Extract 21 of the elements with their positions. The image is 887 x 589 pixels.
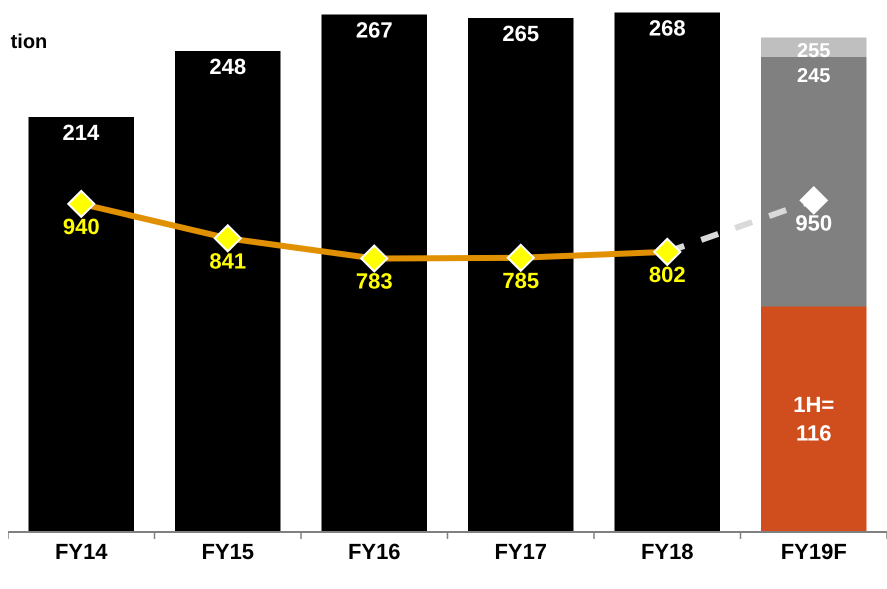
data-label: 802: [648, 262, 686, 287]
data-label: 268: [648, 15, 686, 40]
x-tick-label: FY18: [640, 539, 694, 564]
annotation: 255: [797, 40, 830, 62]
x-tick-label: FY16: [348, 539, 401, 564]
x-tick-label: FY19F: [780, 539, 847, 564]
annotation: 245: [797, 65, 830, 87]
data-label: 785: [502, 268, 540, 293]
data-label: 940: [62, 214, 100, 239]
data-label: 214: [62, 120, 100, 145]
data-label: 950: [795, 210, 832, 236]
x-tick-label: FY14: [54, 539, 108, 564]
data-label: 841: [209, 248, 246, 274]
data-label: 267: [356, 17, 393, 42]
data-label: 248: [209, 54, 246, 80]
data-label: 783: [356, 268, 393, 294]
data-label: 265: [502, 21, 540, 46]
data-label: 1H= 116: [793, 392, 834, 446]
text: tion: [10, 31, 48, 54]
x-tick-label: FY17: [494, 539, 548, 564]
x-tick-label: FY15: [201, 539, 254, 564]
